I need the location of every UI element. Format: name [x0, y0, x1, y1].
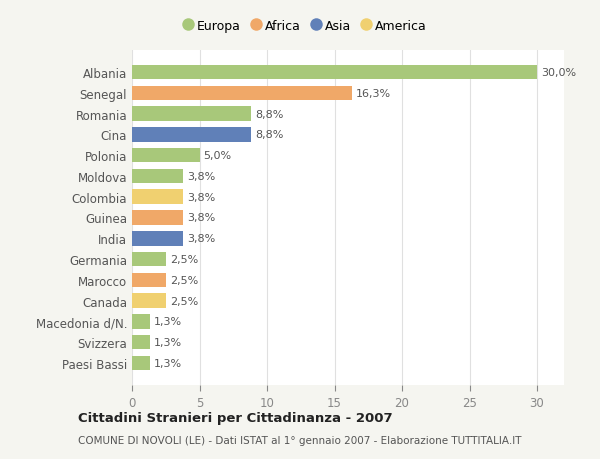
Bar	[132, 335, 149, 350]
Bar	[132, 128, 251, 142]
Bar	[132, 190, 184, 205]
Bar	[132, 231, 184, 246]
Text: 5,0%: 5,0%	[203, 151, 232, 161]
Text: COMUNE DI NOVOLI (LE) - Dati ISTAT al 1° gennaio 2007 - Elaborazione TUTTITALIA.: COMUNE DI NOVOLI (LE) - Dati ISTAT al 1°…	[78, 435, 521, 445]
Bar	[132, 86, 352, 101]
Bar	[132, 314, 149, 329]
Text: 8,8%: 8,8%	[255, 130, 283, 140]
Bar	[132, 273, 166, 287]
Bar	[132, 211, 184, 225]
Bar	[132, 294, 166, 308]
Bar	[132, 107, 251, 122]
Bar	[132, 169, 184, 184]
Text: 3,8%: 3,8%	[187, 192, 215, 202]
Text: 8,8%: 8,8%	[255, 109, 283, 119]
Bar	[132, 252, 166, 267]
Text: 3,8%: 3,8%	[187, 234, 215, 244]
Legend: Europa, Africa, Asia, America: Europa, Africa, Asia, America	[184, 20, 426, 33]
Text: 2,5%: 2,5%	[170, 296, 198, 306]
Text: 1,3%: 1,3%	[154, 358, 182, 368]
Bar	[132, 66, 537, 80]
Text: 2,5%: 2,5%	[170, 275, 198, 285]
Text: 1,3%: 1,3%	[154, 317, 182, 327]
Text: 30,0%: 30,0%	[541, 68, 576, 78]
Bar	[132, 356, 149, 370]
Bar	[132, 149, 199, 163]
Text: 2,5%: 2,5%	[170, 254, 198, 264]
Text: 3,8%: 3,8%	[187, 172, 215, 182]
Text: Cittadini Stranieri per Cittadinanza - 2007: Cittadini Stranieri per Cittadinanza - 2…	[78, 412, 392, 425]
Text: 16,3%: 16,3%	[356, 89, 391, 99]
Text: 3,8%: 3,8%	[187, 213, 215, 223]
Text: 1,3%: 1,3%	[154, 337, 182, 347]
